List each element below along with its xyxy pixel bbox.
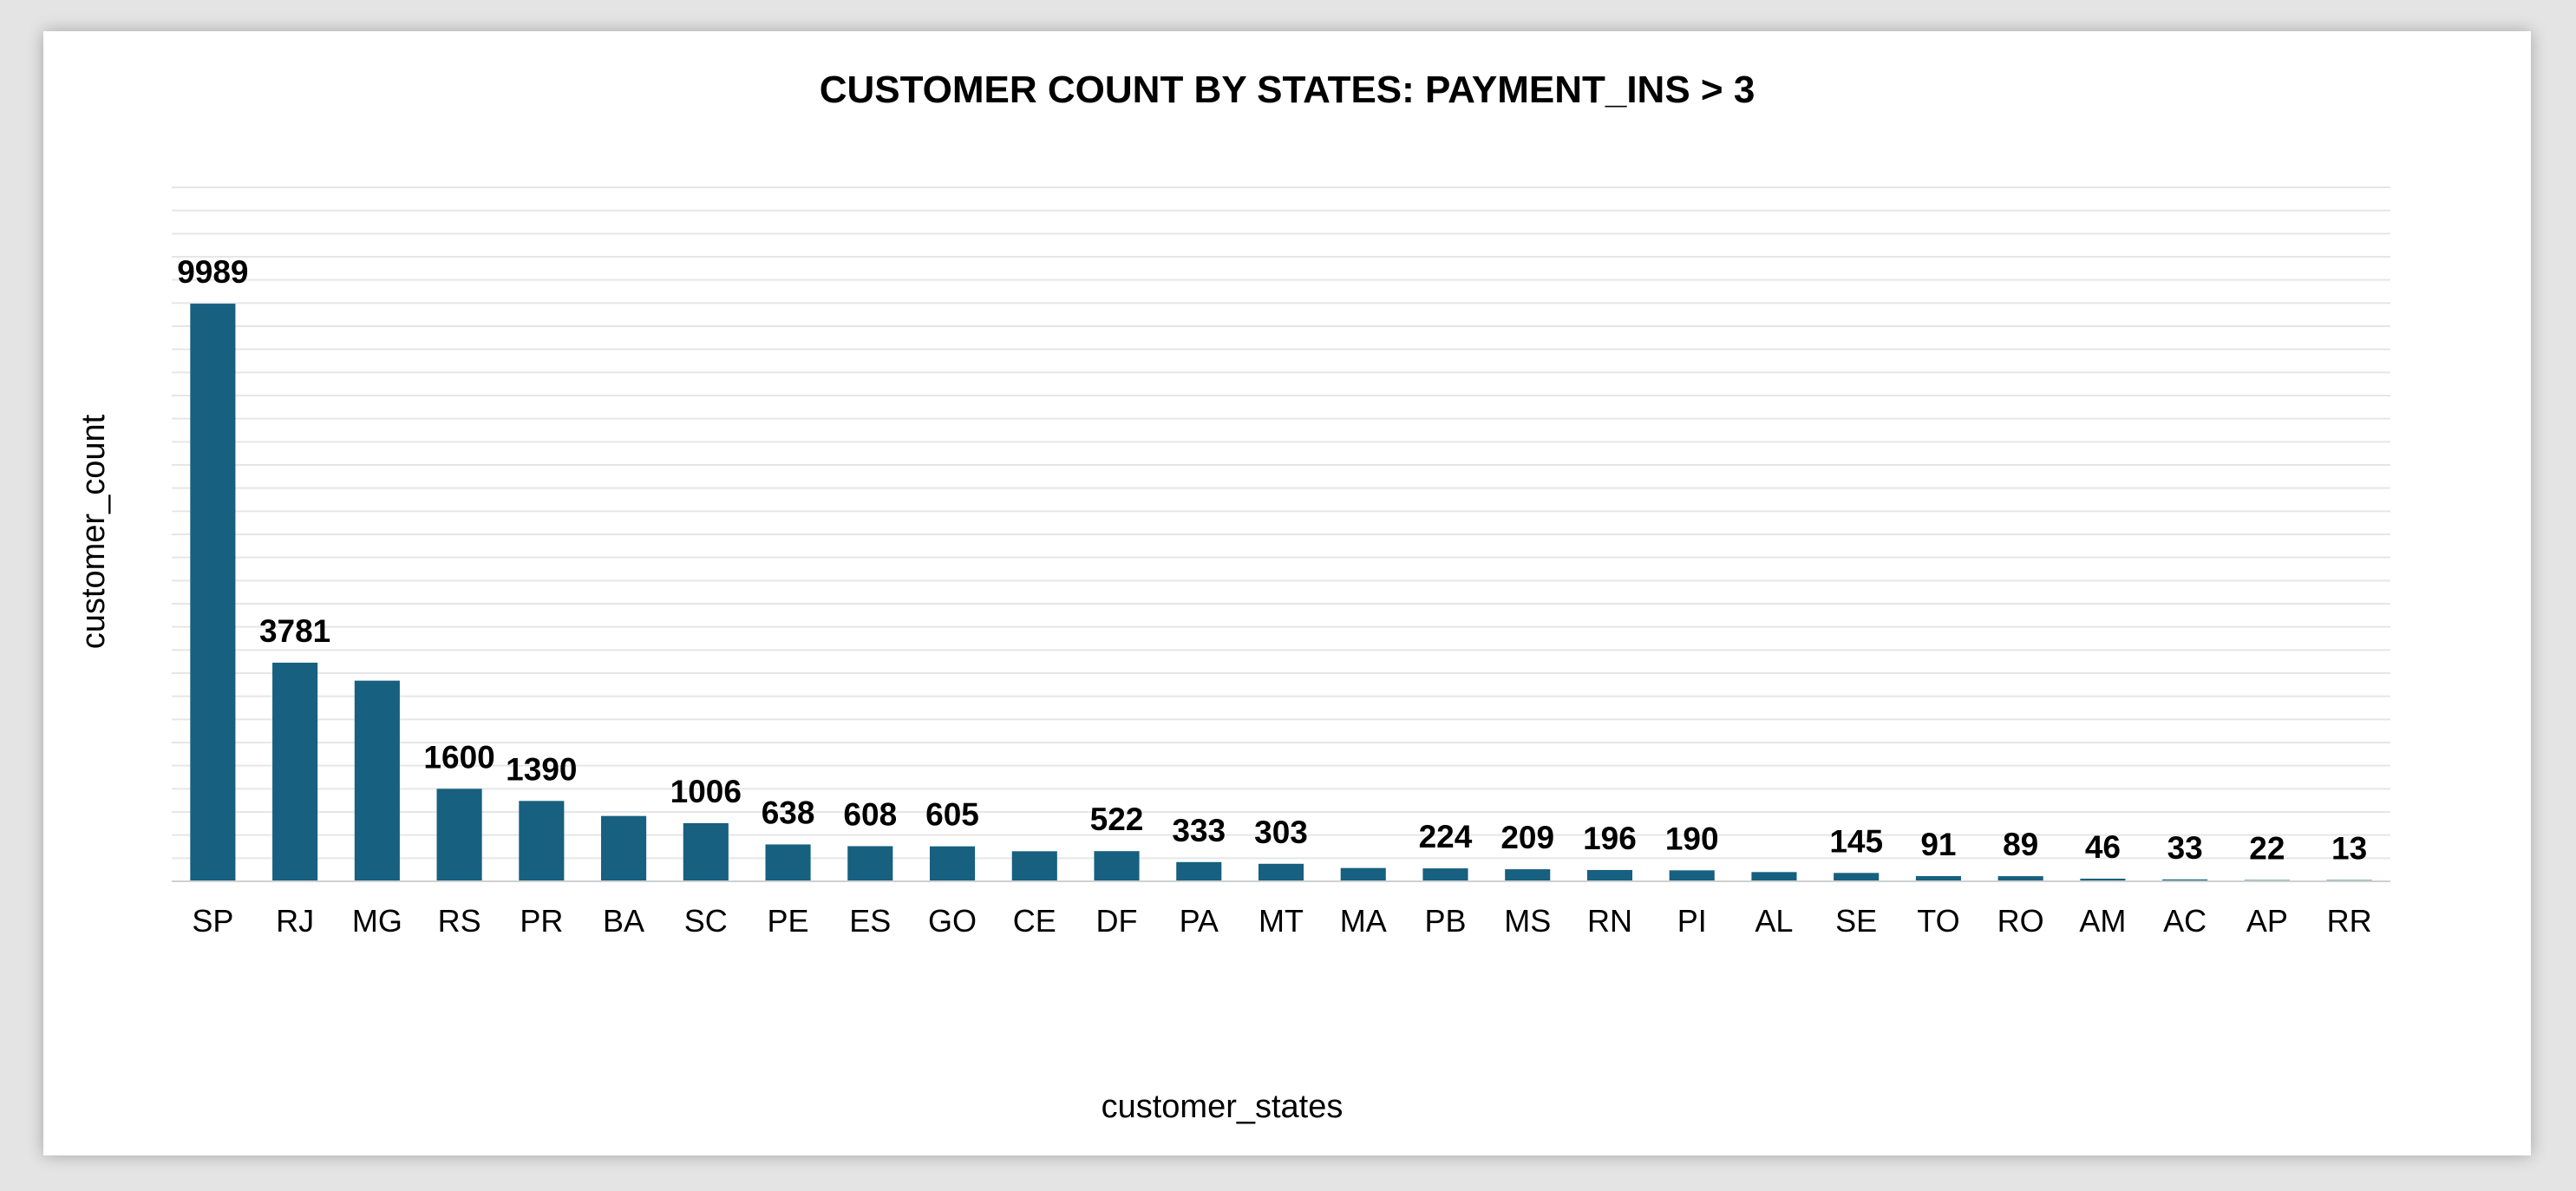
bar-sp	[190, 304, 236, 882]
x-tick-rj: RJ	[276, 903, 314, 939]
bar-ac	[2162, 879, 2208, 881]
bar-pa	[1176, 861, 1222, 881]
x-axis-title: customer_states	[1102, 1089, 1344, 1125]
data-label-se: 145	[1829, 823, 1883, 859]
data-label-pr: 1390	[506, 751, 577, 787]
data-label-ro: 89	[2003, 827, 2038, 862]
data-label-sc: 1006	[670, 774, 742, 809]
x-tick-pa: PA	[1180, 903, 1219, 939]
x-tick-df: DF	[1096, 903, 1138, 939]
x-tick-labels: SP RJ MG RS PR BA SC PE ES GO CE DF PA MT MA PB MS RN PI AL…	[192, 903, 2371, 939]
data-label-es: 608	[843, 796, 897, 832]
x-tick-ap: AP	[2246, 903, 2288, 939]
bar-rs	[436, 789, 482, 881]
bar-to	[1915, 875, 1961, 881]
x-tick-ro: RO	[1997, 903, 2044, 939]
data-label-pi: 190	[1665, 821, 1719, 856]
data-label-pb: 224	[1419, 819, 1473, 854]
x-tick-to: TO	[1917, 903, 1959, 939]
bar-pb	[1422, 868, 1468, 881]
data-label-rj: 3781	[259, 613, 330, 649]
data-label-pe: 638	[762, 795, 815, 830]
bar-mg	[354, 680, 400, 881]
data-label-pa: 333	[1172, 813, 1226, 848]
bar-go	[929, 846, 976, 881]
gridlines	[172, 187, 2390, 860]
x-tick-ma: MA	[1340, 903, 1387, 939]
x-tick-am: AM	[2079, 903, 2126, 939]
bar-se	[1834, 873, 1880, 881]
data-label-df: 522	[1090, 802, 1144, 837]
data-label-go: 605	[925, 797, 979, 833]
data-label-rs: 1600	[423, 739, 494, 775]
x-tick-pi: PI	[1677, 903, 1707, 939]
x-tick-al: AL	[1755, 903, 1793, 939]
bar-chart: 9989 3781 1600 1390 1006 638 608 605 522 333 303 22…	[75, 69, 2390, 1125]
bar-pi	[1669, 870, 1715, 881]
bar-ms	[1505, 869, 1551, 881]
x-tick-sc: SC	[684, 903, 728, 939]
data-label-ms: 209	[1500, 820, 1554, 855]
x-tick-pb: PB	[1424, 903, 1466, 939]
data-label-to: 91	[1920, 827, 1956, 862]
x-tick-mt: MT	[1259, 903, 1304, 939]
bar-ce	[1011, 851, 1057, 881]
x-tick-ba: BA	[603, 903, 644, 939]
data-label-mt: 303	[1254, 815, 1308, 850]
bar-ba	[601, 815, 647, 881]
bar-am	[2080, 878, 2126, 881]
bar-ma	[1340, 867, 1386, 881]
bar-es	[847, 846, 893, 881]
data-label-sp: 9989	[177, 254, 248, 290]
x-tick-rs: RS	[438, 903, 481, 939]
bar-pr	[519, 801, 565, 881]
x-tick-ac: AC	[2163, 903, 2207, 939]
bar-ro	[1997, 876, 2043, 881]
bar-rn	[1586, 869, 1633, 881]
x-tick-es: ES	[849, 903, 891, 939]
x-tick-se: SE	[1835, 903, 1877, 939]
bars	[190, 304, 2372, 882]
bar-pe	[765, 844, 811, 881]
x-tick-rr: RR	[2327, 903, 2372, 939]
y-axis-title: customer_count	[75, 414, 112, 649]
x-tick-pr: PR	[520, 903, 563, 939]
x-tick-pe: PE	[768, 903, 809, 939]
x-tick-ce: CE	[1013, 903, 1056, 939]
bar-df	[1094, 851, 1140, 881]
bar-sc	[683, 822, 729, 881]
bar-mt	[1258, 863, 1304, 881]
bar-rj	[272, 662, 318, 881]
data-label-ap: 22	[2249, 831, 2285, 867]
x-tick-mg: MG	[352, 903, 402, 939]
chart-title: CUSTOMER COUNT BY STATES: PAYMENT_INS > …	[820, 69, 1755, 111]
chart-frame: 9989 3781 1600 1390 1006 638 608 605 522 333 303 22…	[43, 31, 2531, 1155]
data-labels: 9989 3781 1600 1390 1006 638 608 605 522 333 303 22…	[177, 254, 2367, 866]
x-tick-ms: MS	[1504, 903, 1551, 939]
data-label-am: 46	[2085, 829, 2121, 865]
x-tick-go: GO	[928, 903, 977, 939]
data-label-ac: 33	[2167, 830, 2203, 866]
bar-al	[1751, 872, 1797, 881]
x-tick-rn: RN	[1587, 903, 1632, 939]
data-label-rr: 13	[2331, 831, 2367, 867]
data-label-rn: 196	[1583, 821, 1637, 856]
x-tick-sp: SP	[192, 903, 233, 939]
